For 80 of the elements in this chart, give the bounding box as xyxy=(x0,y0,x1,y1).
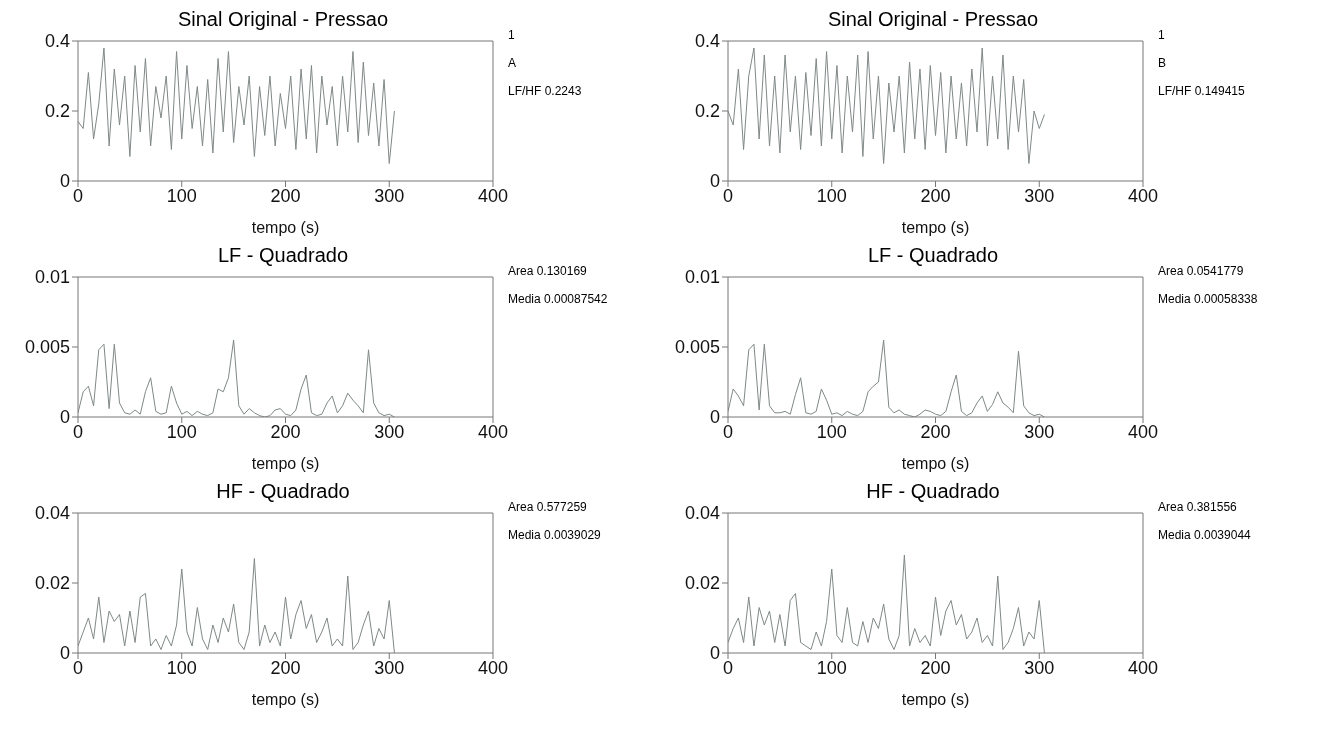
x-tick-label: 400 xyxy=(1127,657,1159,678)
chart-title: LF - Quadrado xyxy=(866,244,1000,268)
chart-title: LF - Quadrado xyxy=(216,244,350,268)
y-tick-label: 0.2 xyxy=(44,101,70,122)
y-tick-label: 0.02 xyxy=(684,573,720,594)
y-tick-label: 0.01 xyxy=(684,267,720,288)
y-tick-label: 0 xyxy=(709,171,720,192)
x-tick-label: 0 xyxy=(722,185,734,206)
x-tick-label: 100 xyxy=(166,185,197,206)
y-tick-label: 0.4 xyxy=(694,31,720,52)
line-series xyxy=(78,558,395,653)
x-tick-label: 100 xyxy=(166,421,197,442)
x-tick-label: 400 xyxy=(477,185,509,206)
y-tick-label: 0 xyxy=(709,407,720,428)
line-series xyxy=(728,339,1045,417)
x-tick-label: 300 xyxy=(374,185,405,206)
text: 1 xyxy=(508,28,516,42)
x-tick-label: 0 xyxy=(72,421,84,442)
x-tick-label: 300 xyxy=(1024,185,1055,206)
x-tick-label: 100 xyxy=(816,421,847,442)
x-tick-label: 100 xyxy=(816,657,847,678)
x-axis-title: tempo (s) xyxy=(901,691,970,708)
y-tick-label: 0.2 xyxy=(694,101,720,122)
y-tick-label: 0.01 xyxy=(34,267,70,288)
x-tick-label: 400 xyxy=(1127,185,1159,206)
x-tick-label: 200 xyxy=(920,421,951,442)
text: Media 0.00087542 xyxy=(508,292,609,306)
text: LF/HF 0.149415 xyxy=(1158,84,1246,98)
y-tick-label: 0 xyxy=(59,171,70,192)
x-tick-label: 300 xyxy=(1024,657,1055,678)
y-tick-label: 0.005 xyxy=(24,337,70,358)
x-axis-title: tempo (s) xyxy=(251,455,320,472)
x-tick-label: 0 xyxy=(722,421,734,442)
x-tick-label: 200 xyxy=(920,185,951,206)
x-axis-title: tempo (s) xyxy=(251,219,320,236)
x-tick-label: 0 xyxy=(72,185,84,206)
x-tick-label: 100 xyxy=(816,185,847,206)
y-tick-label: 0.005 xyxy=(674,337,720,358)
line-series xyxy=(728,47,1045,164)
chart-title: HF - Quadrado xyxy=(865,480,1001,504)
x-axis-title: tempo (s) xyxy=(251,691,320,708)
y-tick-label: 0 xyxy=(709,643,720,664)
text: 1 xyxy=(1158,28,1166,42)
x-axis-title: tempo (s) xyxy=(901,219,970,236)
text: Media 0.00058338 xyxy=(1158,292,1259,306)
text: A xyxy=(508,56,517,70)
text: Area 0.381556 xyxy=(1158,500,1238,514)
x-tick-label: 200 xyxy=(270,185,301,206)
text: LF/HF 0.2243 xyxy=(508,84,583,98)
y-tick-label: 0.04 xyxy=(34,503,70,524)
chart-title: Sinal Original - Pressao xyxy=(826,8,1040,32)
x-tick-label: 300 xyxy=(374,657,405,678)
text: Media 0.0039029 xyxy=(508,528,602,542)
x-tick-label: 400 xyxy=(477,657,509,678)
x-tick-label: 200 xyxy=(270,421,301,442)
x-tick-label: 400 xyxy=(1127,421,1159,442)
text: Area 0.577259 xyxy=(508,500,588,514)
line-series xyxy=(78,47,395,164)
x-tick-label: 300 xyxy=(1024,421,1055,442)
x-tick-label: 300 xyxy=(374,421,405,442)
text: Area 0.0541779 xyxy=(1158,264,1245,278)
chart-title: Sinal Original - Pressao xyxy=(176,8,390,32)
x-axis-title: tempo (s) xyxy=(901,455,970,472)
x-tick-label: 200 xyxy=(920,657,951,678)
line-series xyxy=(78,339,395,417)
chart-title: HF - Quadrado xyxy=(215,480,351,504)
x-tick-label: 200 xyxy=(270,657,301,678)
x-tick-label: 400 xyxy=(477,421,509,442)
y-tick-label: 0 xyxy=(59,407,70,428)
text: Media 0.0039044 xyxy=(1158,528,1252,542)
text: Area 0.130169 xyxy=(508,264,588,278)
y-tick-label: 0.04 xyxy=(684,503,720,524)
x-tick-label: 0 xyxy=(722,657,734,678)
line-series xyxy=(728,554,1045,653)
y-tick-label: 0 xyxy=(59,643,70,664)
y-tick-label: 0.4 xyxy=(44,31,70,52)
x-tick-label: 100 xyxy=(166,657,197,678)
x-tick-label: 0 xyxy=(72,657,84,678)
text: B xyxy=(1158,56,1167,70)
y-tick-label: 0.02 xyxy=(34,573,70,594)
